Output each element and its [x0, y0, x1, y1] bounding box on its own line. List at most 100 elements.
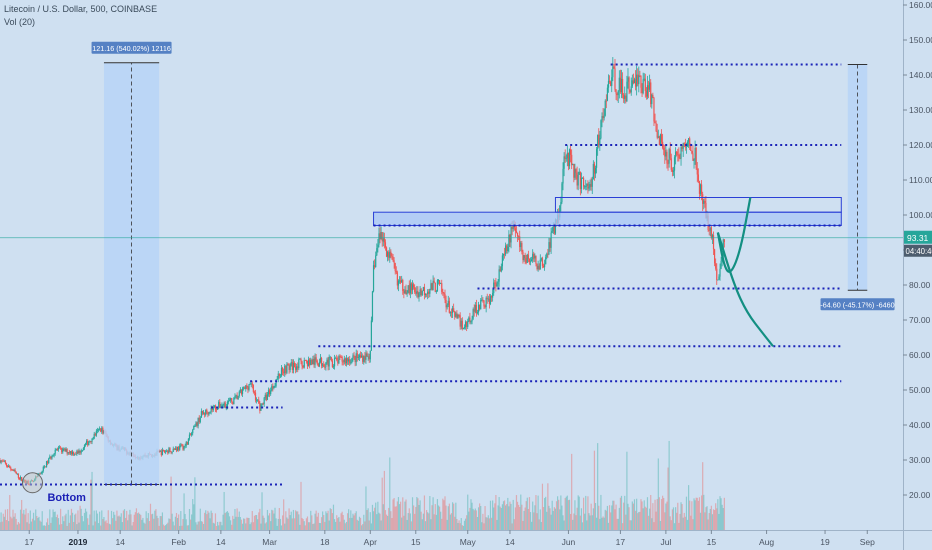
volume-bar	[10, 516, 12, 530]
candle-body	[314, 357, 316, 365]
candle-body	[638, 75, 640, 85]
volume-indicator-label[interactable]: Vol (20)	[4, 17, 36, 27]
candle-body	[536, 263, 538, 270]
volume-bar	[692, 519, 694, 530]
candle-body	[165, 451, 167, 453]
candle-body	[691, 151, 693, 154]
volume-bar	[56, 514, 58, 530]
candle-body	[73, 451, 75, 455]
bottom-marker	[21, 472, 43, 494]
candle-body	[306, 361, 309, 366]
candle-body	[323, 364, 325, 367]
volume-bar	[470, 499, 472, 530]
volume-bar	[329, 508, 331, 530]
candle-body	[575, 169, 577, 173]
candle-body	[97, 429, 100, 431]
volume-bar	[169, 518, 171, 530]
candle-body	[397, 280, 400, 286]
candle-body	[54, 449, 56, 454]
candle-body	[629, 89, 631, 93]
candle-body	[226, 402, 228, 408]
volume-bar	[21, 499, 23, 530]
candle-body	[250, 383, 252, 385]
volume-bar	[435, 514, 437, 530]
volume-bar	[74, 514, 76, 530]
volume-bar	[476, 516, 479, 530]
candle-body	[338, 356, 340, 364]
volume-bar	[22, 513, 24, 530]
volume-bar	[296, 511, 298, 530]
candle-body	[633, 79, 636, 84]
volume-bar	[338, 516, 340, 530]
candle-body	[418, 292, 420, 298]
candle-body	[685, 146, 688, 148]
volume-bar	[441, 518, 443, 530]
volume-bar	[172, 521, 174, 530]
candle-body	[207, 411, 209, 415]
volume-bar	[490, 517, 493, 530]
volume-bar	[709, 508, 711, 530]
candle-body	[174, 448, 177, 450]
volume-bar	[723, 497, 725, 530]
candle-body	[217, 407, 219, 410]
candle-body	[312, 358, 314, 365]
candle-body	[195, 422, 197, 426]
candle-body	[76, 451, 78, 455]
candle-body	[60, 447, 62, 449]
volume-bar	[95, 510, 97, 530]
volume-bar	[326, 513, 328, 530]
volume-bar	[141, 519, 143, 530]
candle-body	[516, 232, 519, 237]
volume-bar	[361, 525, 363, 530]
candle-body	[232, 401, 234, 405]
candle-body	[239, 389, 241, 392]
volume-bar	[507, 497, 509, 530]
volume-bar	[192, 499, 194, 530]
volume-bar	[238, 511, 240, 530]
candle-body	[421, 291, 423, 296]
candle-body	[245, 385, 247, 389]
candle-body	[695, 148, 697, 169]
volume-bar	[612, 500, 614, 530]
volume-bar	[224, 513, 226, 530]
volume-bar	[217, 521, 219, 530]
volume-bar	[529, 512, 532, 530]
candle-body	[67, 452, 69, 454]
candle-body	[441, 283, 443, 292]
candle-body	[477, 304, 480, 313]
volume-bar	[287, 518, 289, 530]
candle-body	[374, 265, 376, 268]
candle-body	[173, 448, 175, 450]
candle-body	[631, 80, 633, 87]
candle-body	[63, 448, 65, 450]
volume-bar	[603, 517, 605, 530]
volume-bar	[235, 516, 237, 530]
candle-body	[237, 395, 239, 400]
candle-body	[385, 247, 388, 257]
volume-bar	[310, 510, 312, 530]
volume-bar	[48, 524, 50, 530]
volume-bar	[675, 507, 677, 530]
x-tick-label: 19	[820, 537, 830, 547]
candle-body	[636, 74, 638, 87]
candle-body	[612, 66, 614, 78]
candle-body	[563, 156, 565, 169]
volume-bar	[81, 515, 83, 530]
volume-bar	[41, 511, 43, 530]
candle-body	[298, 359, 300, 369]
volume-bar	[43, 525, 45, 530]
volume-bar	[245, 523, 247, 530]
candle-body	[462, 328, 465, 329]
candle-body	[367, 356, 369, 358]
volume-bar	[632, 503, 634, 530]
candle-body	[221, 405, 223, 407]
candle-body	[223, 402, 225, 406]
candle-body	[212, 406, 214, 410]
candle-body	[354, 356, 356, 363]
volume-bar	[215, 525, 218, 530]
volume-bar	[580, 508, 583, 530]
volume-bar	[335, 521, 337, 530]
volume-bar	[537, 495, 539, 530]
volume-bar	[300, 481, 302, 530]
